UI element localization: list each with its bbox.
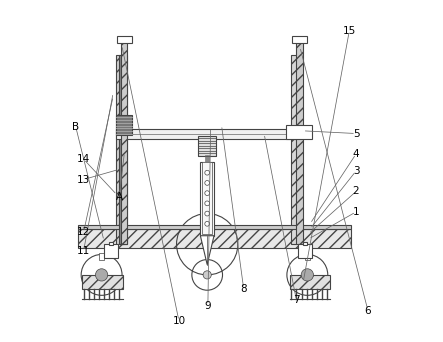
- Bar: [116, 55, 127, 244]
- Circle shape: [205, 211, 210, 216]
- Text: 15: 15: [342, 26, 356, 36]
- Bar: [99, 253, 105, 260]
- Text: 5: 5: [353, 129, 359, 139]
- Circle shape: [205, 201, 210, 206]
- Text: 4: 4: [353, 149, 359, 159]
- Bar: [290, 275, 330, 289]
- Bar: [305, 253, 310, 260]
- Bar: [200, 162, 214, 236]
- Bar: [198, 136, 216, 156]
- Text: 11: 11: [77, 246, 90, 256]
- Text: B: B: [72, 122, 79, 132]
- Circle shape: [203, 271, 211, 279]
- Bar: [78, 225, 351, 229]
- Text: 2: 2: [353, 186, 359, 196]
- Bar: [119, 55, 124, 244]
- Text: A: A: [116, 192, 123, 201]
- Bar: [117, 37, 132, 43]
- Text: 9: 9: [205, 301, 211, 311]
- Circle shape: [192, 260, 222, 290]
- Bar: [78, 229, 351, 248]
- Bar: [286, 125, 312, 139]
- Bar: [116, 129, 302, 139]
- Circle shape: [205, 181, 210, 185]
- Text: 13: 13: [77, 174, 90, 185]
- Text: 6: 6: [365, 306, 371, 316]
- Text: 12: 12: [77, 227, 90, 237]
- Text: 3: 3: [353, 166, 359, 176]
- Bar: [109, 241, 113, 245]
- Circle shape: [81, 254, 122, 295]
- Bar: [296, 42, 303, 244]
- Bar: [298, 244, 312, 258]
- Bar: [120, 42, 128, 244]
- Circle shape: [96, 269, 108, 281]
- Circle shape: [205, 170, 210, 175]
- Bar: [202, 162, 212, 234]
- Text: 14: 14: [77, 154, 90, 164]
- Bar: [203, 162, 211, 234]
- Circle shape: [205, 191, 210, 196]
- Bar: [116, 115, 132, 135]
- Text: 7: 7: [293, 295, 300, 305]
- Bar: [104, 244, 118, 258]
- Bar: [291, 55, 302, 244]
- Bar: [303, 241, 307, 245]
- Circle shape: [287, 254, 328, 295]
- Polygon shape: [200, 236, 214, 265]
- Bar: [82, 275, 123, 289]
- Bar: [291, 37, 307, 43]
- Circle shape: [205, 221, 210, 226]
- Text: 8: 8: [240, 284, 247, 293]
- Text: 10: 10: [172, 316, 186, 326]
- Circle shape: [301, 269, 314, 281]
- Text: 1: 1: [353, 207, 359, 217]
